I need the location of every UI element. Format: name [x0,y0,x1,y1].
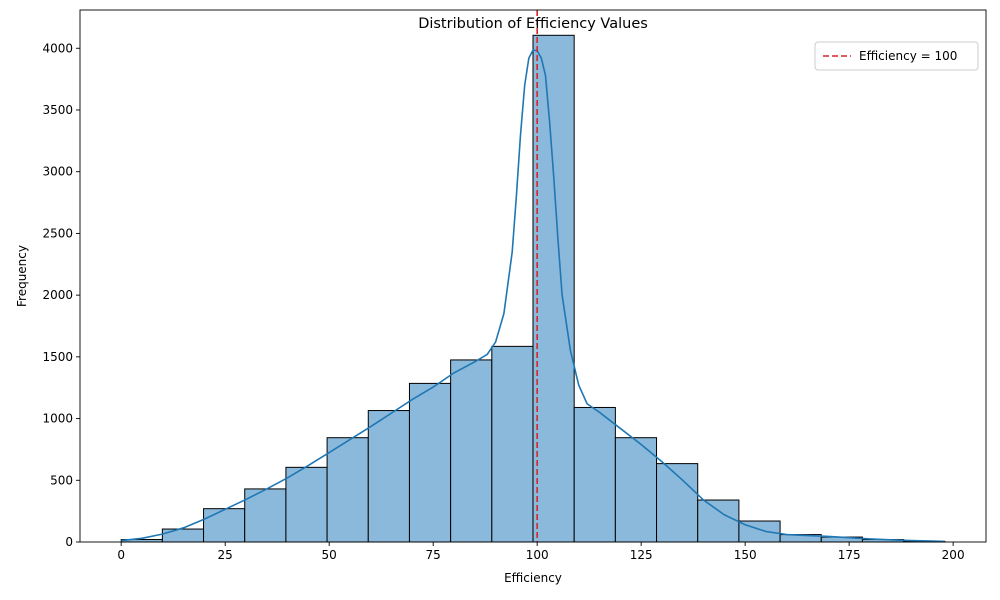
histogram-bar [573,406,616,543]
x-tick-label: 100 [526,548,549,562]
y-tick-label: 1500 [42,350,73,364]
histogram-bars [120,34,946,543]
histogram-bar [367,410,410,543]
histogram-bar [326,437,369,543]
y-tick-label: 4000 [42,41,73,55]
x-axis-ticks: 0 25 50 75 100 125 150 175 200 [117,542,965,562]
y-axis-label: Frequency [15,245,29,307]
y-tick-label: 500 [50,473,73,487]
x-axis-label: Efficiency [504,571,562,585]
y-tick-label: 3500 [42,103,73,117]
x-tick-label: 175 [838,548,861,562]
x-tick-label: 75 [426,548,441,562]
histogram-bar [203,508,246,543]
x-tick-label: 200 [942,548,965,562]
histogram-bar [285,466,328,543]
chart-title: Distribution of Efficiency Values [418,16,648,32]
y-tick-label: 2500 [42,226,73,240]
histogram-bar [408,382,452,543]
y-tick-label: 3000 [42,165,73,179]
x-tick-label: 125 [630,548,653,562]
y-tick-label: 2000 [42,288,73,302]
legend-label-reference-line: Efficiency = 100 [859,49,957,63]
legend: Efficiency = 100 [814,41,979,71]
y-tick-label: 0 [65,535,73,549]
y-axis-ticks: 0 500 1000 1500 2000 2500 3000 3500 4000 [42,41,80,549]
histogram-bar [161,528,205,543]
histogram-bar [450,359,493,543]
x-tick-label: 0 [117,548,125,562]
x-tick-label: 25 [218,548,233,562]
x-tick-label: 150 [734,548,757,562]
histogram-bar [532,34,575,543]
legend-box [814,41,979,71]
histogram-bar [656,463,699,543]
plot-area-frame [79,9,987,543]
histogram-bar [697,499,740,543]
histogram-bar [614,437,658,543]
y-tick-label: 1000 [42,412,73,426]
histogram-bar [244,488,287,543]
histogram-bar [491,345,534,543]
x-tick-label: 50 [322,548,337,562]
